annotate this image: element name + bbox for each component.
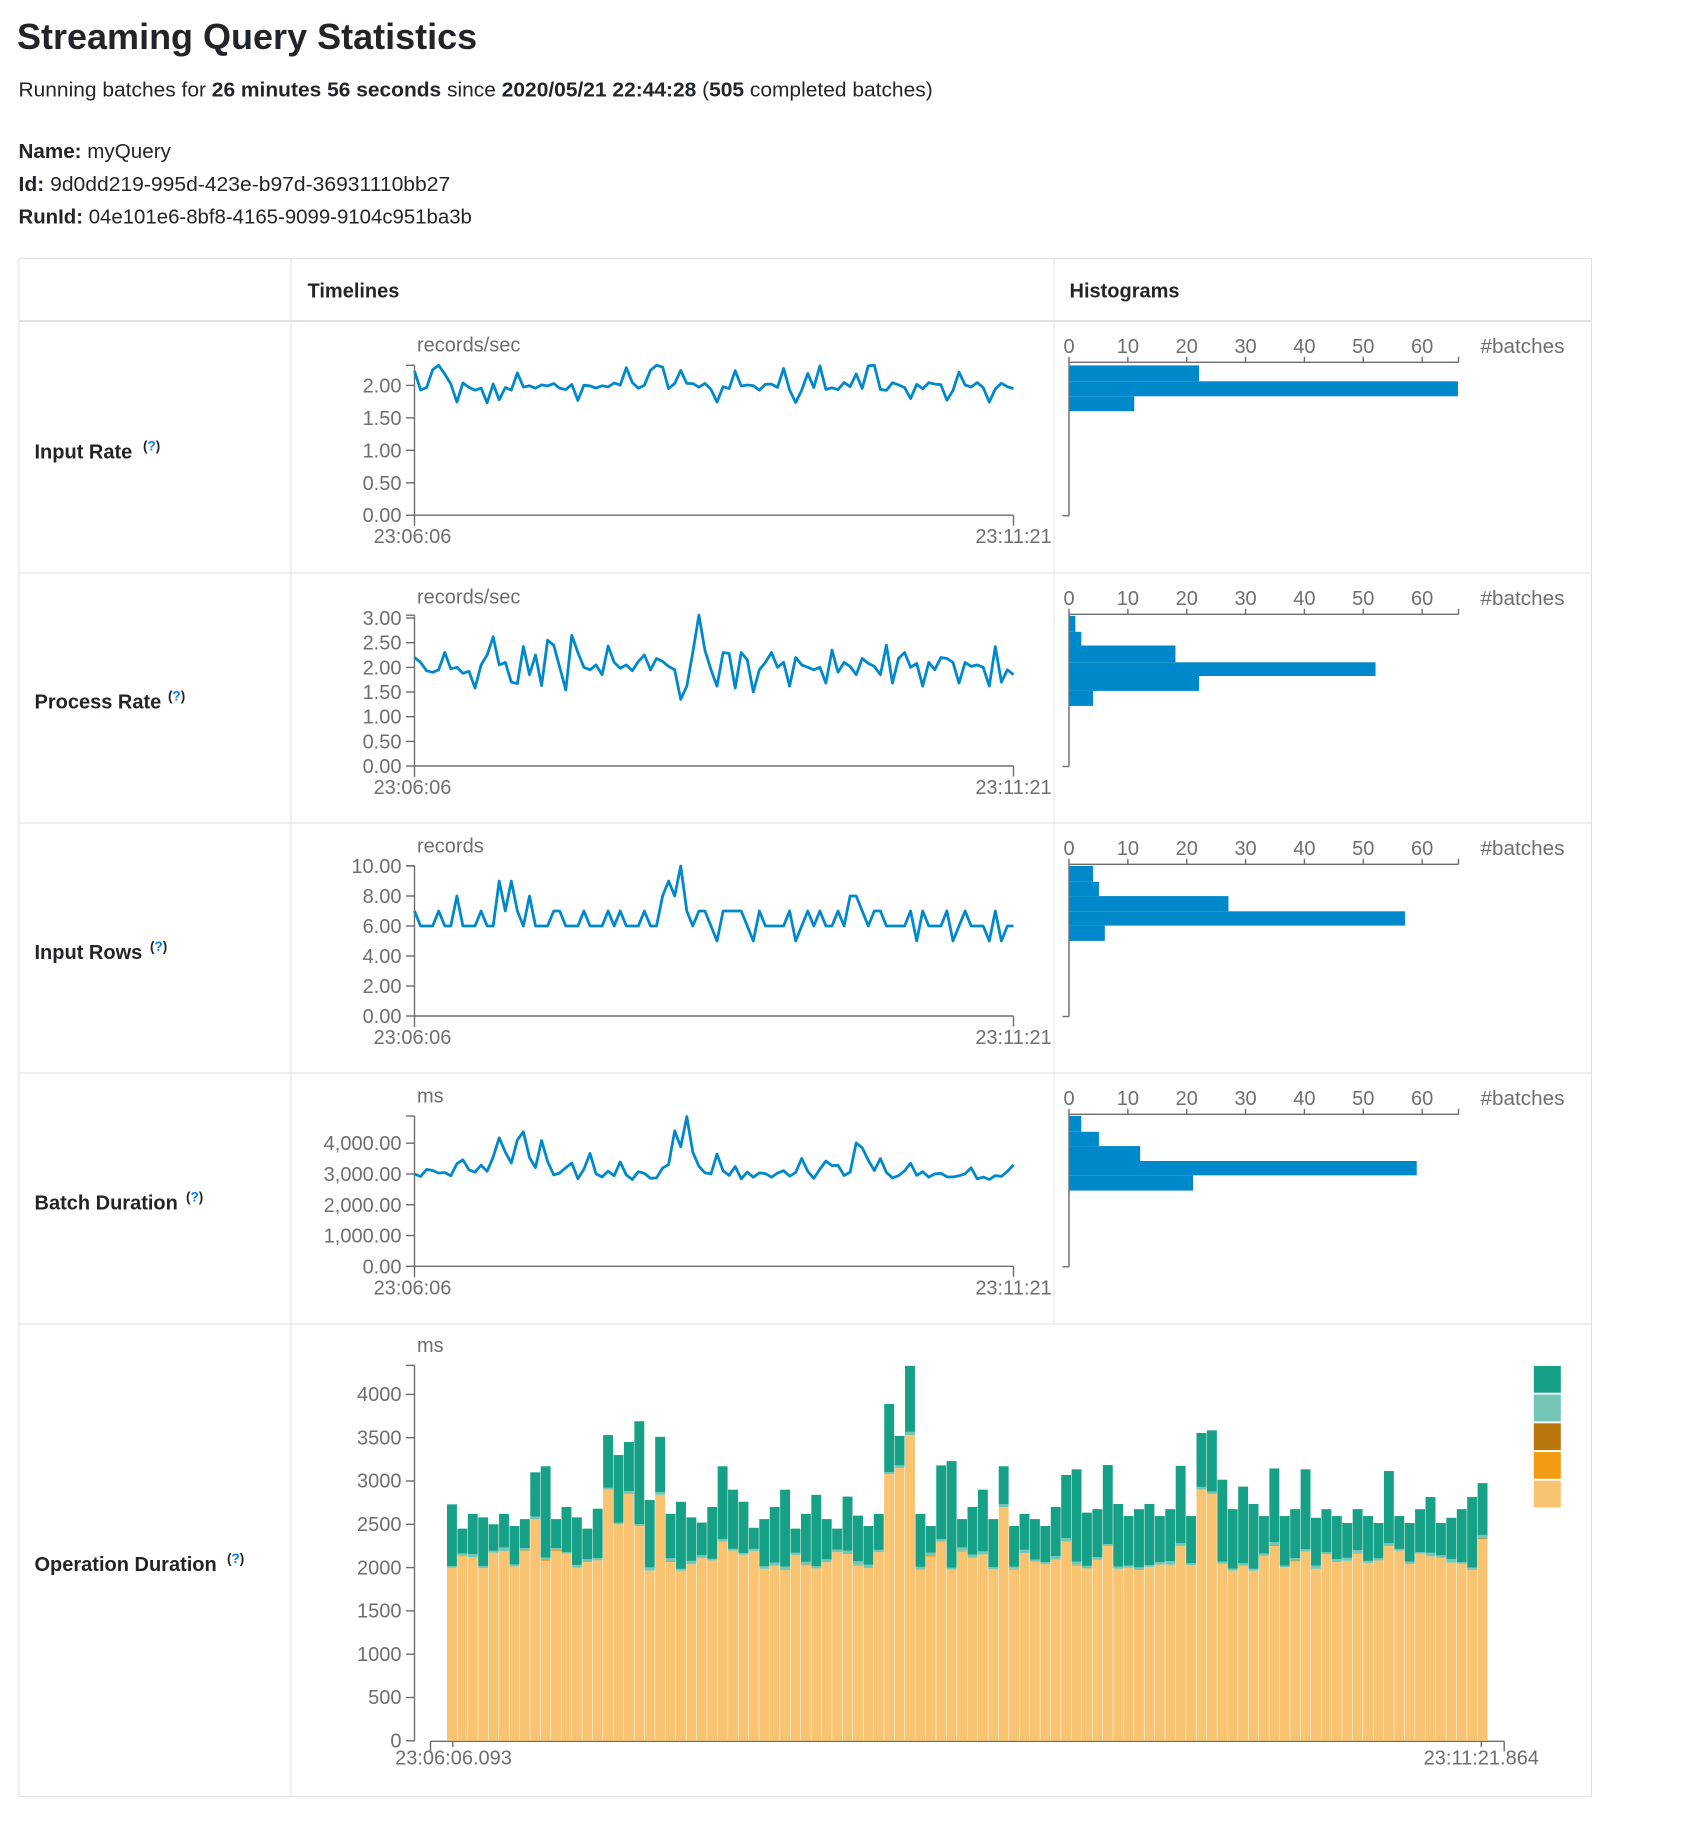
svg-text:60: 60 bbox=[1411, 588, 1433, 610]
svg-text:0.50: 0.50 bbox=[363, 731, 402, 753]
svg-text:4000: 4000 bbox=[357, 1384, 402, 1406]
svg-text:Running batches for 26 minutes: Running batches for 26 minutes 56 second… bbox=[19, 80, 933, 102]
svg-text:Batch Duration: Batch Duration bbox=[35, 1193, 178, 1215]
svg-text:(?): (?) bbox=[227, 1551, 244, 1566]
svg-text:30: 30 bbox=[1234, 838, 1256, 860]
svg-text:0.00: 0.00 bbox=[363, 505, 402, 527]
svg-text:0: 0 bbox=[390, 1731, 401, 1753]
svg-text:10: 10 bbox=[1117, 336, 1139, 358]
svg-text:Name: myQuery: Name: myQuery bbox=[19, 141, 171, 163]
svg-text:Streaming Query Statistics: Streaming Query Statistics bbox=[17, 16, 477, 57]
svg-text:60: 60 bbox=[1411, 336, 1433, 358]
svg-text:2,000.00: 2,000.00 bbox=[324, 1195, 402, 1217]
svg-text:23:11:21.864: 23:11:21.864 bbox=[1424, 1748, 1539, 1770]
svg-text:23:06:06.093: 23:06:06.093 bbox=[395, 1748, 512, 1770]
svg-text:500: 500 bbox=[368, 1687, 401, 1709]
svg-text:23:06:06: 23:06:06 bbox=[374, 777, 452, 799]
svg-text:20: 20 bbox=[1176, 336, 1198, 358]
svg-text:2.00: 2.00 bbox=[363, 657, 402, 679]
svg-text:23:06:06: 23:06:06 bbox=[374, 1027, 452, 1049]
svg-text:3.00: 3.00 bbox=[363, 608, 402, 630]
svg-text:0: 0 bbox=[1063, 588, 1074, 610]
svg-text:ms: ms bbox=[417, 1335, 444, 1357]
svg-text:40: 40 bbox=[1293, 1088, 1315, 1110]
svg-text:records: records bbox=[417, 836, 484, 858]
svg-text:#batches: #batches bbox=[1481, 336, 1565, 358]
svg-text:2.00: 2.00 bbox=[363, 976, 402, 998]
svg-text:40: 40 bbox=[1293, 838, 1315, 860]
svg-text:(?): (?) bbox=[150, 939, 167, 954]
svg-text:3500: 3500 bbox=[357, 1427, 402, 1449]
svg-text:50: 50 bbox=[1352, 838, 1374, 860]
svg-text:(?): (?) bbox=[168, 689, 185, 704]
svg-text:Input Rate: Input Rate bbox=[35, 442, 133, 464]
svg-text:0.50: 0.50 bbox=[363, 473, 402, 495]
svg-text:1.50: 1.50 bbox=[363, 408, 402, 430]
svg-text:records/sec: records/sec bbox=[417, 587, 520, 609]
svg-text:20: 20 bbox=[1176, 838, 1198, 860]
svg-text:2500: 2500 bbox=[357, 1514, 402, 1536]
svg-text:1000: 1000 bbox=[357, 1644, 402, 1666]
svg-text:10: 10 bbox=[1117, 1088, 1139, 1110]
svg-text:0.00: 0.00 bbox=[363, 1256, 402, 1278]
svg-text:20: 20 bbox=[1176, 588, 1198, 610]
svg-text:1500: 1500 bbox=[357, 1601, 402, 1623]
svg-text:Timelines: Timelines bbox=[308, 281, 400, 303]
svg-text:Histograms: Histograms bbox=[1070, 281, 1180, 303]
svg-text:3000: 3000 bbox=[357, 1471, 402, 1493]
svg-text:30: 30 bbox=[1234, 1088, 1256, 1110]
svg-text:23:11:21: 23:11:21 bbox=[975, 777, 1051, 799]
svg-text:Process Rate: Process Rate bbox=[35, 692, 162, 714]
svg-text:records/sec: records/sec bbox=[417, 335, 520, 357]
svg-text:23:06:06: 23:06:06 bbox=[374, 526, 452, 548]
svg-text:3,000.00: 3,000.00 bbox=[324, 1164, 402, 1186]
svg-text:#batches: #batches bbox=[1481, 838, 1565, 860]
svg-text:1.00: 1.00 bbox=[363, 707, 402, 729]
svg-text:2000: 2000 bbox=[357, 1557, 402, 1579]
svg-text:10.00: 10.00 bbox=[351, 856, 401, 878]
svg-text:23:06:06: 23:06:06 bbox=[374, 1277, 452, 1299]
svg-text:0.00: 0.00 bbox=[363, 1006, 402, 1028]
svg-text:#batches: #batches bbox=[1481, 588, 1565, 610]
svg-text:23:11:21: 23:11:21 bbox=[975, 1277, 1051, 1299]
svg-text:1.50: 1.50 bbox=[363, 682, 402, 704]
svg-text:50: 50 bbox=[1352, 1088, 1374, 1110]
svg-text:1.00: 1.00 bbox=[363, 440, 402, 462]
svg-text:0: 0 bbox=[1063, 1088, 1074, 1110]
svg-text:2.50: 2.50 bbox=[363, 633, 402, 655]
svg-text:Operation Duration: Operation Duration bbox=[35, 1554, 217, 1576]
svg-text:(?): (?) bbox=[143, 439, 160, 454]
svg-text:RunId: 04e101e6-8bf8-4165-9099: RunId: 04e101e6-8bf8-4165-9099-9104c951b… bbox=[19, 207, 472, 229]
svg-text:0: 0 bbox=[1063, 336, 1074, 358]
svg-text:#batches: #batches bbox=[1481, 1088, 1565, 1110]
svg-text:6.00: 6.00 bbox=[363, 916, 402, 938]
svg-text:8.00: 8.00 bbox=[363, 886, 402, 908]
svg-text:10: 10 bbox=[1117, 838, 1139, 860]
svg-text:40: 40 bbox=[1293, 588, 1315, 610]
svg-text:50: 50 bbox=[1352, 336, 1374, 358]
svg-text:Id: 9d0dd219-995d-423e-b97d-36: Id: 9d0dd219-995d-423e-b97d-36931110bb27 bbox=[19, 174, 451, 196]
svg-text:4,000.00: 4,000.00 bbox=[324, 1133, 402, 1155]
svg-text:Input Rows: Input Rows bbox=[35, 942, 143, 964]
svg-text:2.00: 2.00 bbox=[363, 375, 402, 397]
svg-text:50: 50 bbox=[1352, 588, 1374, 610]
svg-text:ms: ms bbox=[417, 1086, 444, 1108]
svg-text:20: 20 bbox=[1176, 1088, 1198, 1110]
svg-text:(?): (?) bbox=[186, 1190, 203, 1205]
svg-text:10: 10 bbox=[1117, 588, 1139, 610]
svg-text:60: 60 bbox=[1411, 838, 1433, 860]
svg-text:23:11:21: 23:11:21 bbox=[975, 1027, 1051, 1049]
svg-text:40: 40 bbox=[1293, 336, 1315, 358]
svg-text:1,000.00: 1,000.00 bbox=[324, 1226, 402, 1248]
svg-text:23:11:21: 23:11:21 bbox=[975, 526, 1051, 548]
svg-text:30: 30 bbox=[1234, 588, 1256, 610]
svg-text:60: 60 bbox=[1411, 1088, 1433, 1110]
svg-text:30: 30 bbox=[1234, 336, 1256, 358]
svg-text:4.00: 4.00 bbox=[363, 946, 402, 968]
svg-text:0.00: 0.00 bbox=[363, 756, 402, 778]
svg-text:0: 0 bbox=[1063, 838, 1074, 860]
